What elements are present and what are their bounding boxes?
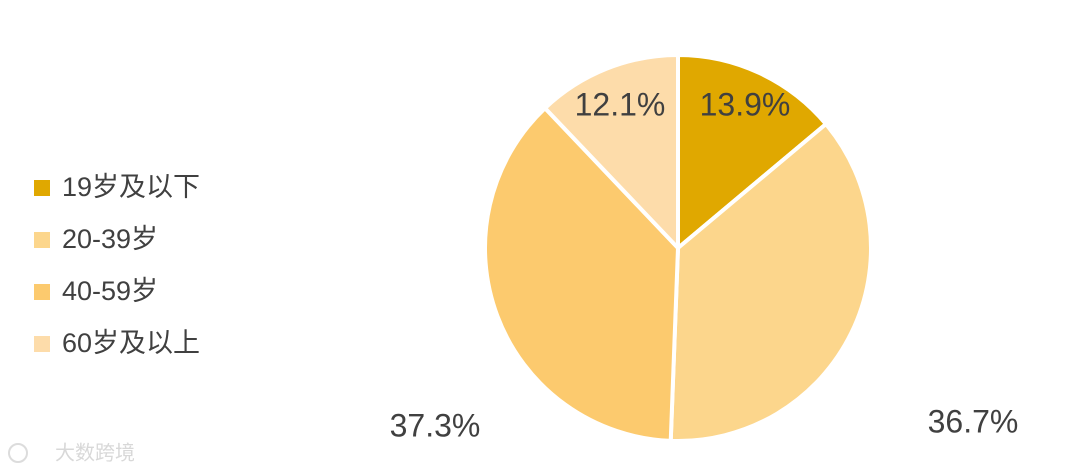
data-label: 13.9% bbox=[700, 86, 791, 122]
legend-swatch bbox=[34, 336, 50, 352]
legend-label: 19岁及以下 bbox=[62, 172, 200, 202]
legend-label: 40-59岁 bbox=[62, 276, 158, 306]
data-label: 12.1% bbox=[575, 86, 666, 122]
legend-label: 60岁及以上 bbox=[62, 328, 200, 358]
legend-swatch bbox=[34, 284, 50, 300]
legend-swatch bbox=[34, 180, 50, 196]
legend-swatch bbox=[34, 232, 50, 248]
data-label: 37.3% bbox=[390, 407, 481, 443]
watermark: 大数跨境 bbox=[55, 441, 135, 464]
legend-label: 20-39岁 bbox=[62, 224, 158, 254]
pie-slice bbox=[676, 52, 829, 253]
pie-slice bbox=[542, 52, 680, 254]
pie-slice bbox=[483, 105, 681, 443]
data-label: 36.7% bbox=[928, 403, 1019, 439]
watermark-icon bbox=[8, 443, 28, 463]
pie-slice bbox=[668, 121, 873, 443]
